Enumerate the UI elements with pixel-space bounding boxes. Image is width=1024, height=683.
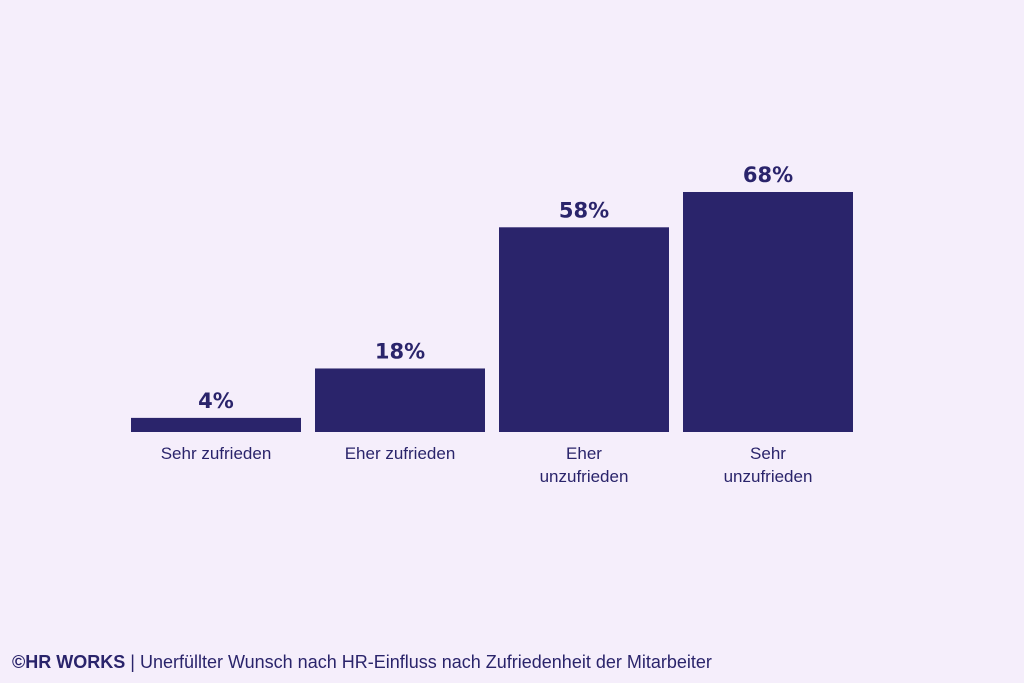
category-label-eher-zufrieden: Eher zufrieden: [345, 444, 456, 463]
category-label-sehr-unzufrieden-line-1: Sehr: [750, 444, 786, 463]
footer-caption-text: Unerfüllter Wunsch nach HR-Einfluss nach…: [139, 652, 712, 672]
bar-sehr-zufrieden: [131, 417, 301, 432]
category-label-sehr-unzufrieden-line-2: unzufrieden: [724, 467, 813, 486]
footer-separator: |: [125, 652, 140, 672]
brand-name: HR WORKS: [25, 652, 126, 672]
bar-sehr-unzufrieden: [683, 192, 853, 432]
value-label-eher-zufrieden: 18%: [375, 339, 425, 363]
category-label-eher-unzufrieden-line-1: Eher: [566, 444, 602, 463]
bar-eher-zufrieden: [315, 368, 485, 432]
value-label-sehr-zufrieden: 4%: [198, 389, 234, 413]
copyright-symbol: ©: [12, 652, 26, 672]
category-label-sehr-zufrieden: Sehr zufrieden: [161, 444, 272, 463]
footer-caption: ©HR WORKS | Unerfüllter Wunsch nach HR-E…: [12, 652, 712, 673]
value-label-sehr-unzufrieden: 68%: [743, 163, 793, 187]
copyright-brand: ©HR WORKS: [12, 652, 125, 672]
value-label-eher-unzufrieden: 58%: [559, 198, 609, 222]
bar-eher-unzufrieden: [499, 227, 669, 432]
category-label-eher-unzufrieden-line-2: unzufrieden: [540, 467, 629, 486]
